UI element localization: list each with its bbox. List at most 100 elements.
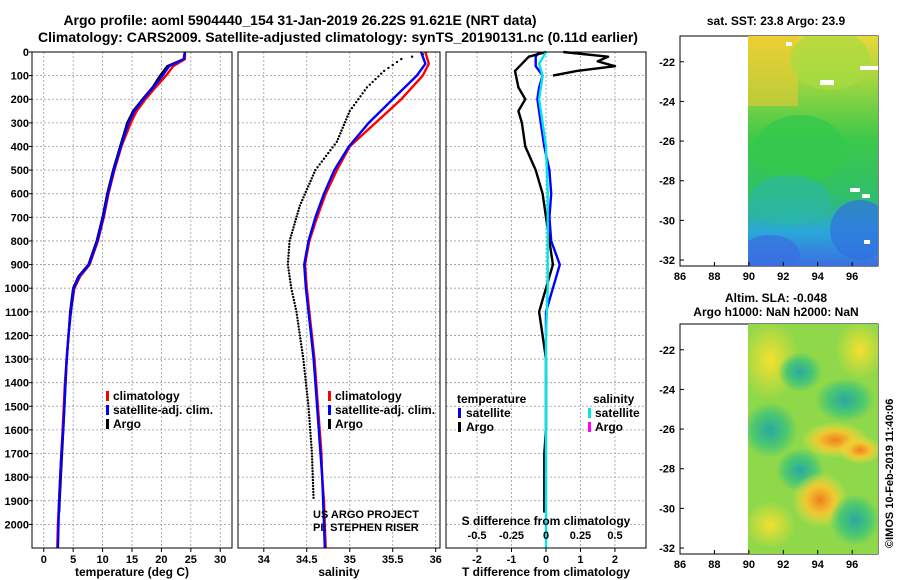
temperature-x-tick-label: 30	[214, 554, 226, 566]
depth-axis: 0 100 200 300 400 500 600 700 800 900 1000 1100 1200…	[5, 47, 32, 531]
salinity-data-point	[395, 60, 399, 64]
salinity-data-point	[302, 196, 305, 199]
salinity-data-point	[286, 263, 290, 266]
salinity-data-point	[308, 419, 311, 423]
temperature-x-axis-label: temperature (deg C)	[75, 565, 189, 579]
salinity-data-point	[382, 69, 386, 73]
sla-map-field	[748, 324, 878, 554]
salinity-data-point	[288, 275, 291, 278]
salinity-data-point	[354, 100, 358, 104]
salinity-data-point	[296, 316, 299, 319]
salinity-data-point	[298, 204, 302, 207]
salinity-data-point	[287, 269, 290, 272]
depth-tick-label: 300	[11, 118, 29, 130]
difference-x-tick-label: 2	[612, 554, 618, 566]
difference-x-tick-label: 0	[543, 554, 549, 566]
salinity-data-point	[305, 187, 309, 191]
salinity-data-point	[305, 390, 309, 393]
sst_map-y-tick-label: -24	[659, 96, 676, 108]
sla-map-panel: Altim. SLA: -0.048 Argo h1000: NaN h2000…	[659, 291, 879, 571]
salinity-data-point	[296, 322, 300, 325]
salinity-plot-area	[238, 52, 440, 548]
salinity-difference-axis-label: S difference from climatology	[462, 514, 631, 528]
salinity-data-point	[308, 425, 312, 429]
sst_map-x-tick-label: 88	[708, 271, 720, 283]
salinity-data-point	[310, 177, 313, 180]
salinity-data-point	[300, 346, 303, 349]
legend-swatch	[458, 422, 461, 432]
sla_map-x-tick-label: 86	[674, 559, 686, 571]
depth-tick-label: 1000	[5, 283, 29, 295]
salinity-data-point	[298, 331, 301, 334]
salinity-data-point	[301, 354, 305, 358]
salinity-data-point	[289, 237, 292, 240]
salinity-data-point	[295, 215, 298, 218]
salinity-data-point	[307, 408, 310, 411]
temperature-panel: 0 5 10 15 20 25 30 temperature (deg C) climatolo…	[31, 51, 233, 579]
salinity-data-point	[410, 55, 414, 58]
salinity-data-point	[291, 292, 294, 296]
legend-swatch	[328, 419, 331, 429]
legend-entry: Argo	[113, 417, 141, 431]
salinity-data-point	[368, 83, 372, 86]
difference-series-salinity-satellite	[537, 51, 549, 548]
salinity-data-point	[301, 351, 304, 355]
legend-entry: Argo	[466, 420, 494, 434]
salinity-data-point	[343, 121, 347, 124]
sst-map-field	[748, 36, 878, 266]
salinity-data-point	[380, 72, 383, 75]
legend-swatch	[106, 391, 109, 401]
legend-entry: climatology	[113, 389, 180, 403]
salinity-data-point	[387, 66, 390, 70]
salinity-data-point	[312, 490, 315, 494]
salinity-data-point	[293, 301, 296, 305]
depth-tick-label: 800	[11, 236, 29, 248]
salinity-data-point	[374, 77, 377, 81]
salinity-data-point	[337, 134, 341, 138]
imos-credit: ©IMOS 10-Feb-2019 11:40:06	[884, 399, 896, 548]
salinity-data-point	[311, 461, 314, 464]
salinity-data-point	[311, 467, 314, 470]
salinity-data-point	[314, 168, 317, 172]
temperature-x-tick-label: 10	[96, 554, 108, 566]
salinity-data-point	[329, 149, 332, 152]
legend-swatch	[458, 408, 461, 418]
salinity-data-point	[302, 360, 305, 364]
salinity-data-point	[295, 313, 299, 316]
salinity-data-point	[287, 251, 290, 254]
salinity-data-point	[391, 63, 394, 67]
salinity-x-tick-label: 34	[258, 554, 271, 566]
salinity-data-point	[294, 307, 298, 311]
salinity-data-point	[293, 220, 297, 224]
salinity-data-point	[359, 95, 362, 98]
sla_map-y-tick-label: -26	[659, 424, 675, 436]
sla-map-title-2: Argo h1000: NaN h2000: NaN	[693, 305, 858, 319]
salinity-data-point	[346, 115, 349, 118]
salinity-data-point	[288, 278, 292, 281]
legend-entry: satellite-adj. clim.	[335, 403, 435, 417]
salinity-data-point	[306, 399, 310, 402]
difference-x-tick-label: 1	[577, 554, 583, 566]
temperature-x-tick-label: 15	[126, 554, 138, 566]
salinity-data-point	[345, 118, 348, 121]
sst_map-x-tick-label: 90	[743, 271, 755, 283]
legend-entry: satellite	[595, 406, 640, 420]
salinity-difference-tick-label: 0.25	[570, 530, 591, 542]
salinity-data-point	[310, 443, 313, 446]
salinity-data-point	[303, 366, 306, 370]
salinity-series-argo	[286, 53, 425, 500]
salinity-data-point	[303, 372, 307, 376]
salinity-data-point	[298, 334, 302, 337]
sla_map-x-tick-label: 94	[812, 559, 825, 571]
legend-swatch	[588, 422, 591, 432]
salinity-data-point	[288, 242, 291, 246]
depth-tick-label: 700	[11, 212, 29, 224]
difference-x-axis-label: T difference from climatology	[462, 565, 630, 579]
depth-tick-label: 900	[11, 260, 29, 272]
sst-map-title: sat. SST: 23.8 Argo: 23.9	[707, 14, 846, 28]
salinity-x-tick-label: 35.5	[382, 554, 403, 566]
salinity-data-point	[302, 363, 306, 367]
salinity-data-point	[299, 201, 303, 204]
salinity-x-tick-label: 35	[344, 554, 356, 566]
